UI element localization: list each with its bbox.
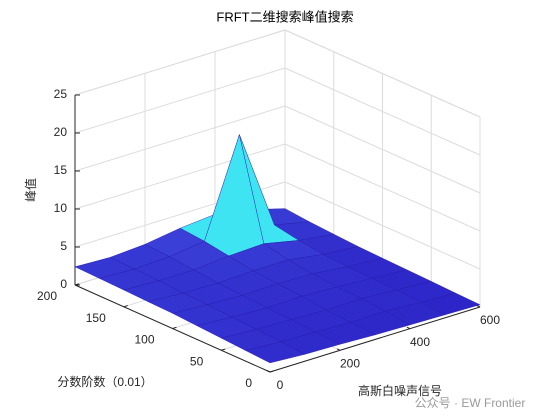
chart-title: FRFT二维搜索峰值搜索 (216, 9, 353, 24)
x-tick (476, 305, 481, 308)
grid-line (74, 143, 286, 210)
z-tick-label: 15 (54, 163, 68, 177)
y-tick (269, 370, 275, 373)
y-tick-label: 150 (86, 311, 106, 325)
x-axis-label: 高斯白噪声信号 (358, 383, 442, 398)
z-tick-label: 0 (60, 277, 67, 291)
grid-line (74, 67, 286, 134)
z-tick-label: 5 (60, 239, 67, 253)
x-tick (336, 348, 341, 351)
y-tick-label: 200 (37, 289, 57, 303)
z-tick-label: 10 (54, 201, 68, 215)
x-tick-label: 600 (480, 313, 500, 327)
z-axis-label: 峰值 (23, 178, 38, 202)
y-tick (74, 283, 80, 286)
y-tick (221, 348, 226, 351)
x-axis (269, 306, 481, 373)
y-tick-label: 0 (245, 376, 252, 390)
x-tick (266, 370, 271, 373)
x-tick-label: 200 (340, 357, 360, 371)
z-tick-label: 20 (54, 125, 68, 139)
y-tick (123, 305, 128, 308)
grid-line (74, 105, 286, 172)
x-tick (406, 326, 411, 330)
grid-line (74, 29, 286, 96)
x-tick-label: 400 (410, 335, 430, 349)
surface-cell (245, 341, 306, 364)
x-tick-label: 0 (277, 378, 284, 392)
y-tick (172, 326, 177, 329)
watermark: 公众号 · EW Frontier (415, 396, 526, 410)
z-tick-label: 25 (54, 87, 68, 101)
y-axis-label: 分数阶数（0.01） (57, 374, 152, 389)
y-tick-label: 50 (190, 354, 204, 368)
y-tick-label: 100 (134, 333, 154, 347)
